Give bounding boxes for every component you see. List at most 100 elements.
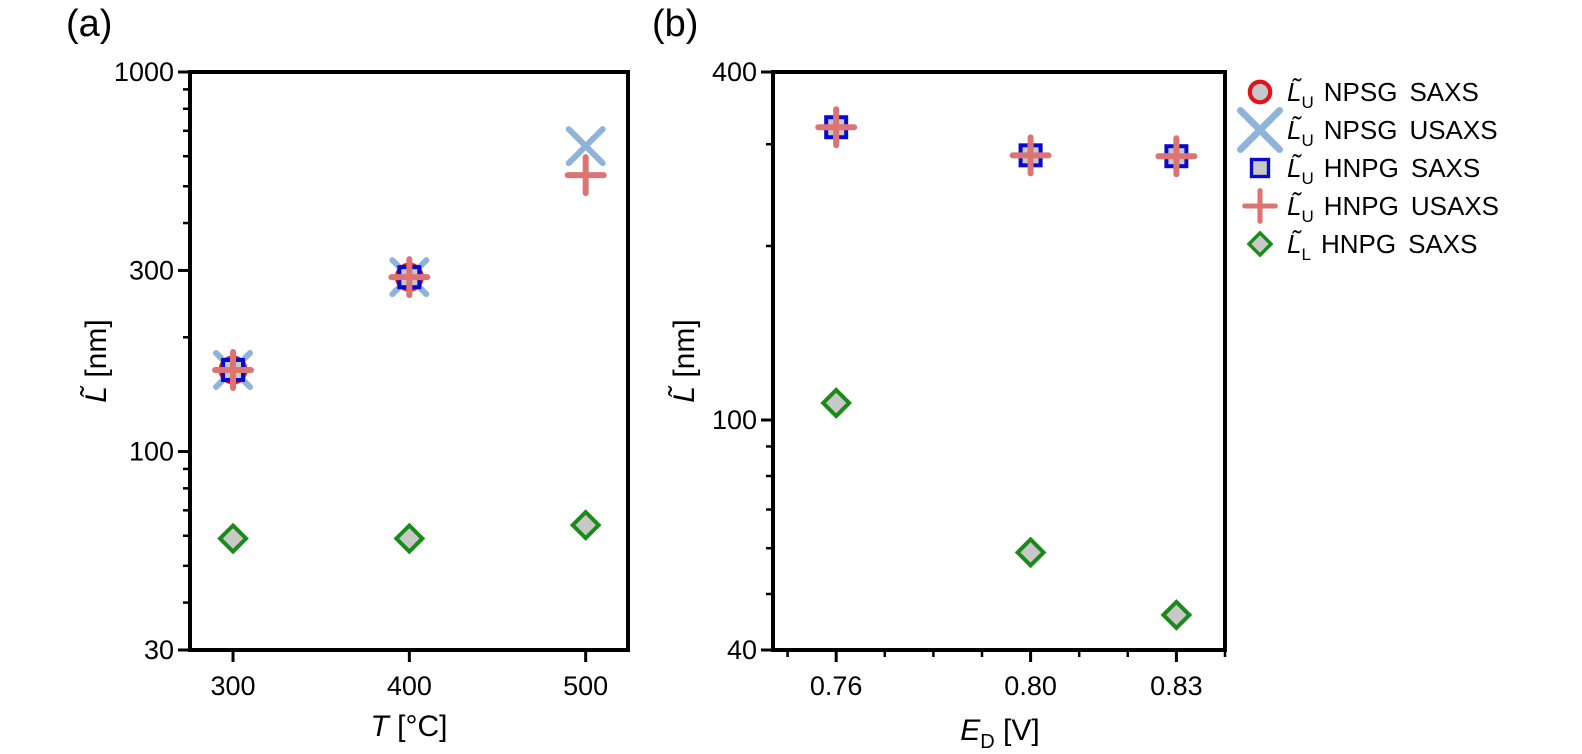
legend-marker-circle [1247, 79, 1273, 105]
x-tick-label: 0.80 [1004, 671, 1057, 701]
legend-subscript: U [1301, 169, 1313, 188]
y-tick-label: 1000 [114, 57, 174, 87]
panel-a-points [212, 126, 607, 555]
legend-item: L̃U NPSG SAXS [1247, 77, 1479, 112]
data-point-plus [1009, 134, 1052, 177]
legend-symbol: L̃ [1287, 229, 1303, 259]
data-point-diamond-shape [1014, 536, 1047, 569]
y-tick-label: 300 [129, 255, 174, 285]
data-point-x [565, 126, 606, 167]
data-point-plus [815, 106, 858, 149]
x-tick-label: 0.83 [1150, 671, 1203, 701]
panel-b-points [815, 106, 1198, 631]
legend-symbol: L̃ [1287, 77, 1303, 107]
y-tick-label: 400 [712, 57, 757, 87]
legend-item: L̃U NPSG USAXS [1237, 107, 1498, 153]
legend-item: L̃U HNPG SAXS [1249, 153, 1480, 188]
data-point-plus [1155, 135, 1198, 178]
x-tick-label: 0.76 [810, 671, 863, 701]
legend-marker-diamond [1246, 230, 1274, 258]
legend-sample: HNPG [1324, 191, 1399, 221]
legend-symbol: L̃ [1287, 191, 1303, 221]
legend-marker-diamond-shape [1246, 230, 1274, 258]
data-point-diamond [820, 387, 853, 419]
panel-b-y-unit: [nm] [668, 319, 701, 386]
legend-item: L̃L HNPG SAXS [1246, 229, 1477, 264]
y-tick-label: 40 [727, 635, 757, 665]
legend-label: L̃L HNPG SAXS [1287, 229, 1477, 264]
data-point-plus-shape [1155, 135, 1198, 178]
panel-a-y-var: L̃ [80, 385, 113, 402]
legend-marker-circle-shape [1247, 79, 1273, 105]
data-point-plus [388, 256, 431, 299]
legend-method: USAXS [1411, 191, 1499, 221]
data-point-diamond-shape [217, 522, 249, 555]
legend-item: L̃U HNPG USAXS [1242, 188, 1499, 226]
panel-b: (b) 0.76 0.80 0.83 40 100 400 ED [V] L̃ [nm] [652, 3, 1227, 753]
panel-b-frame [771, 70, 1227, 652]
legend-method: SAXS [1411, 153, 1480, 183]
legend-subscript: U [1301, 131, 1313, 150]
legend-sample: NPSG [1324, 77, 1398, 107]
legend-marker-square [1249, 157, 1271, 179]
legend-marker-plus-shape [1242, 188, 1278, 224]
x-tick-label: 500 [563, 671, 608, 701]
data-point-diamond [217, 522, 249, 555]
legend-subscript: U [1301, 93, 1313, 112]
panel-b-x-sub: D [980, 731, 994, 753]
legend-label: L̃U HNPG SAXS [1287, 153, 1480, 188]
y-tick-label: 30 [144, 635, 174, 665]
data-point-diamond [393, 522, 426, 555]
legend-marker-x-shape [1237, 107, 1283, 153]
data-point-plus [564, 154, 607, 197]
legend-subscript: L [1301, 245, 1310, 264]
data-point-plus-shape [1009, 134, 1052, 177]
data-point-diamond [1160, 599, 1193, 631]
legend-label: L̃U NPSG USAXS [1287, 115, 1498, 150]
legend-sample: HNPG [1321, 229, 1396, 259]
data-point-plus-shape [212, 349, 255, 392]
panel-b-y-var: L̃ [668, 385, 701, 402]
panel-a: (a) 300 400 500 30 100 300 1000 T [°C] L̃ [nm… [66, 3, 630, 743]
data-point-diamond-shape [569, 509, 602, 541]
x-tick-label: 400 [387, 671, 432, 701]
legend-marker-plus [1242, 188, 1278, 224]
panel-a-y-ticks: 30 100 300 1000 [114, 57, 190, 665]
legend-subscript: U [1301, 207, 1313, 226]
data-point-diamond-shape [1160, 599, 1193, 631]
y-tick-label: 100 [129, 437, 174, 467]
panel-a-x-ticks: 300 400 500 [210, 650, 608, 701]
panel-b-x-unit: [V] [995, 714, 1040, 747]
legend-sample: NPSG [1324, 115, 1398, 145]
panel-a-y-title: L̃ [nm] [80, 319, 113, 402]
y-tick-label: 100 [712, 405, 757, 435]
data-point-plus [212, 349, 255, 392]
data-point-plus-shape [815, 106, 858, 149]
data-point-plus-shape [388, 256, 431, 299]
legend-symbol: L̃ [1287, 115, 1303, 145]
panel-b-x-title: ED [V] [960, 714, 1039, 753]
data-point-diamond [1014, 536, 1047, 569]
data-point-plus-shape [564, 154, 607, 197]
legend-label: L̃U NPSG SAXS [1287, 77, 1479, 112]
panel-a-label: (a) [66, 3, 112, 45]
panel-b-x-ticks: 0.76 0.80 0.83 [810, 650, 1203, 701]
data-point-x-shape [565, 126, 606, 167]
panel-b-y-ticks: 40 100 400 [712, 57, 773, 665]
legend-marker-square-shape [1249, 157, 1271, 179]
data-point-diamond-shape [820, 387, 853, 419]
panel-b-y-title: L̃ [nm] [668, 319, 701, 402]
panel-a-x-title: T [°C] [371, 710, 448, 743]
panel-a-x-var: T [371, 710, 392, 743]
panel-a-y-unit: [nm] [80, 319, 113, 386]
legend-symbol: L̃ [1287, 153, 1303, 183]
legend-method: SAXS [1408, 229, 1477, 259]
panel-a-frame [188, 70, 630, 652]
data-point-diamond [569, 509, 602, 541]
legend-method: USAXS [1409, 115, 1497, 145]
legend-sample: HNPG [1324, 153, 1399, 183]
panel-a-x-unit: [°C] [389, 710, 448, 743]
legend-method: SAXS [1409, 77, 1478, 107]
x-tick-label: 300 [210, 671, 255, 701]
